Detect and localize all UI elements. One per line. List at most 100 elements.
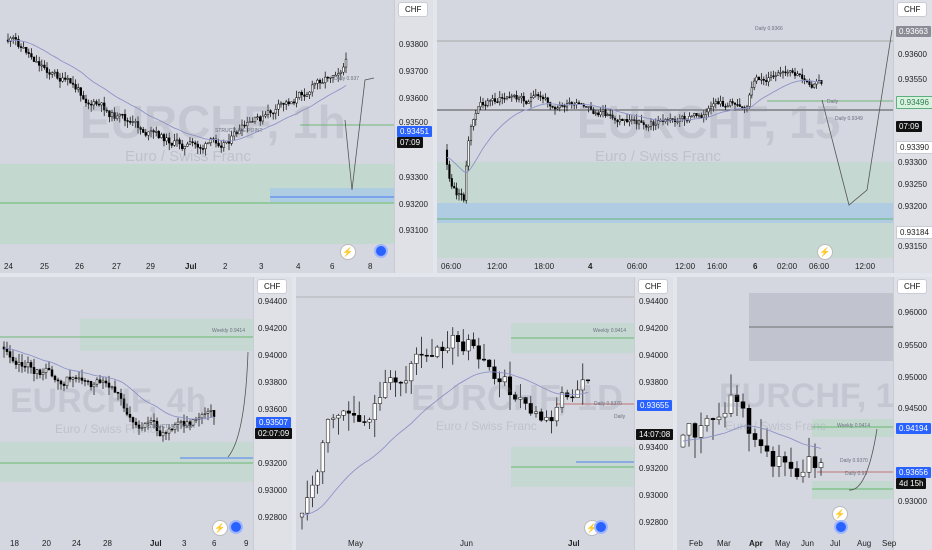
candle-body <box>625 119 629 123</box>
candle-body <box>248 121 251 123</box>
chart-panel-15m[interactable]: EURCHF, 15 Euro / Swiss Franc Daily 0.93… <box>437 0 932 273</box>
candle-body <box>657 120 660 125</box>
candle-body <box>517 97 521 100</box>
time-axis[interactable]: 24 25 26 27 29 Jul 2 3 4 6 8 <box>0 259 395 273</box>
candle-body <box>784 71 787 74</box>
moving-average-line <box>7 39 347 142</box>
time-axis[interactable]: Feb Mar Apr May Jun Jul Aug Sep <box>677 536 896 550</box>
time-tick: Jul <box>568 539 580 548</box>
lightning-icon[interactable]: ⚡ <box>212 520 228 536</box>
candle-body <box>89 380 93 388</box>
time-axis[interactable]: May Jun Jul <box>296 536 635 550</box>
candle-body <box>131 417 135 423</box>
lightning-icon[interactable]: ⚡ <box>340 244 356 260</box>
currency-button[interactable]: CHF <box>398 2 429 17</box>
candle-body <box>414 353 419 364</box>
candle-body <box>295 97 298 104</box>
price-axis[interactable]: CHF 0.93800 0.93700 0.93600 0.93500 0.93… <box>394 0 433 273</box>
candle-body <box>161 432 165 437</box>
blue-dot-icon[interactable] <box>594 520 608 534</box>
candle-body <box>461 341 466 352</box>
candle-body <box>818 462 824 468</box>
time-tick: 02:00 <box>777 262 798 271</box>
price-axis[interactable]: CHF 0.96000 0.95500 0.95000 0.94500 0.94… <box>893 277 932 550</box>
candle-body <box>14 360 18 365</box>
price-tick: 0.94400 <box>639 297 668 306</box>
candle-body <box>162 134 166 142</box>
plot-area[interactable] <box>0 277 254 536</box>
candle-body <box>760 78 763 81</box>
time-axis[interactable]: 06:00 12:00 18:00 4 06:00 12:00 16:00 6 … <box>437 259 894 273</box>
candle-body <box>321 82 324 84</box>
candle-body <box>503 97 506 100</box>
candle-body <box>604 109 607 116</box>
chart-panel-1h[interactable]: EURCHF, 1h Euro / Swiss Franc STRUCTURE … <box>0 0 433 273</box>
candle-body <box>194 142 197 145</box>
chart-panel-1d[interactable]: EURCHF, 1D Euro / Swiss Franc Weekly 0.9… <box>296 277 673 550</box>
plot-area[interactable] <box>437 0 894 259</box>
price-tick: 0.94500 <box>898 404 927 413</box>
candle-body <box>575 102 578 105</box>
candle-body <box>320 442 325 473</box>
demand-zone <box>0 442 254 482</box>
currency-button[interactable]: CHF <box>897 279 928 294</box>
candle-body <box>214 138 218 144</box>
candle-body <box>774 75 777 77</box>
candle-body <box>729 101 732 107</box>
daily-level-label: Daily 0.9366 <box>755 26 783 32</box>
candle-body <box>757 76 761 80</box>
blue-dot-icon[interactable] <box>374 244 388 258</box>
candle-body <box>628 119 631 123</box>
candle-body <box>139 127 142 130</box>
candle-body <box>167 428 171 434</box>
plot-area[interactable] <box>296 277 635 536</box>
chart-panel-1w[interactable]: EURCHF, 1W Euro / Swiss Franc Weekly 0.9… <box>677 277 932 550</box>
currency-button[interactable]: CHF <box>897 2 928 17</box>
candle-body <box>182 420 186 427</box>
candle-body <box>104 380 108 384</box>
blue-dot-icon[interactable] <box>834 520 848 534</box>
currency-button[interactable]: CHF <box>638 279 669 294</box>
price-axis[interactable]: CHF 0.94400 0.94200 0.94000 0.93800 0.93… <box>634 277 673 550</box>
candle-body <box>529 97 533 103</box>
time-axis[interactable]: 18 20 24 28 Jul 3 6 9 <box>0 536 254 550</box>
candle-body <box>84 98 88 104</box>
candle-body <box>185 421 189 427</box>
price-tick: 0.94400 <box>258 297 287 306</box>
plot-area[interactable] <box>0 0 395 259</box>
candle-body <box>220 145 223 148</box>
candle-body <box>83 380 87 382</box>
price-axis[interactable]: CHF 0.93663 0.93600 0.93550 0.93496 07:0… <box>893 0 932 273</box>
candle-body <box>274 108 277 114</box>
candle-body <box>152 130 155 133</box>
candle-body <box>140 427 144 429</box>
candle-body <box>409 363 414 382</box>
candle-body <box>762 78 765 81</box>
time-tick: 06:00 <box>441 262 462 271</box>
time-tick: Aug <box>857 539 872 548</box>
candle-body <box>100 102 103 106</box>
candle-body <box>705 111 708 115</box>
price-axis[interactable]: CHF 0.94400 0.94200 0.94000 0.93800 0.93… <box>253 277 292 550</box>
lightning-icon[interactable]: ⚡ <box>817 244 833 260</box>
candle-body <box>489 100 492 102</box>
candle-body <box>128 414 132 418</box>
candle-body <box>486 100 489 106</box>
candle-body <box>702 114 705 118</box>
blue-dot-icon[interactable] <box>229 520 243 534</box>
plot-area[interactable] <box>677 277 894 536</box>
time-tick: May <box>775 539 791 548</box>
candle-body <box>544 417 549 421</box>
candle-body <box>26 362 30 368</box>
candle-body <box>157 131 160 139</box>
candle-body <box>587 106 590 108</box>
candle-body <box>777 72 780 76</box>
candle-body <box>25 47 28 53</box>
candle-body <box>206 410 210 414</box>
currency-button[interactable]: CHF <box>257 279 288 294</box>
price-tick: 0.93600 <box>898 50 927 59</box>
candle-body <box>95 379 99 385</box>
chart-panel-4h[interactable]: EURCHF, 4h Euro / Swiss Franc STRUCTURE … <box>0 277 292 550</box>
candle-body <box>424 354 429 357</box>
time-tick: 24 <box>72 539 81 548</box>
